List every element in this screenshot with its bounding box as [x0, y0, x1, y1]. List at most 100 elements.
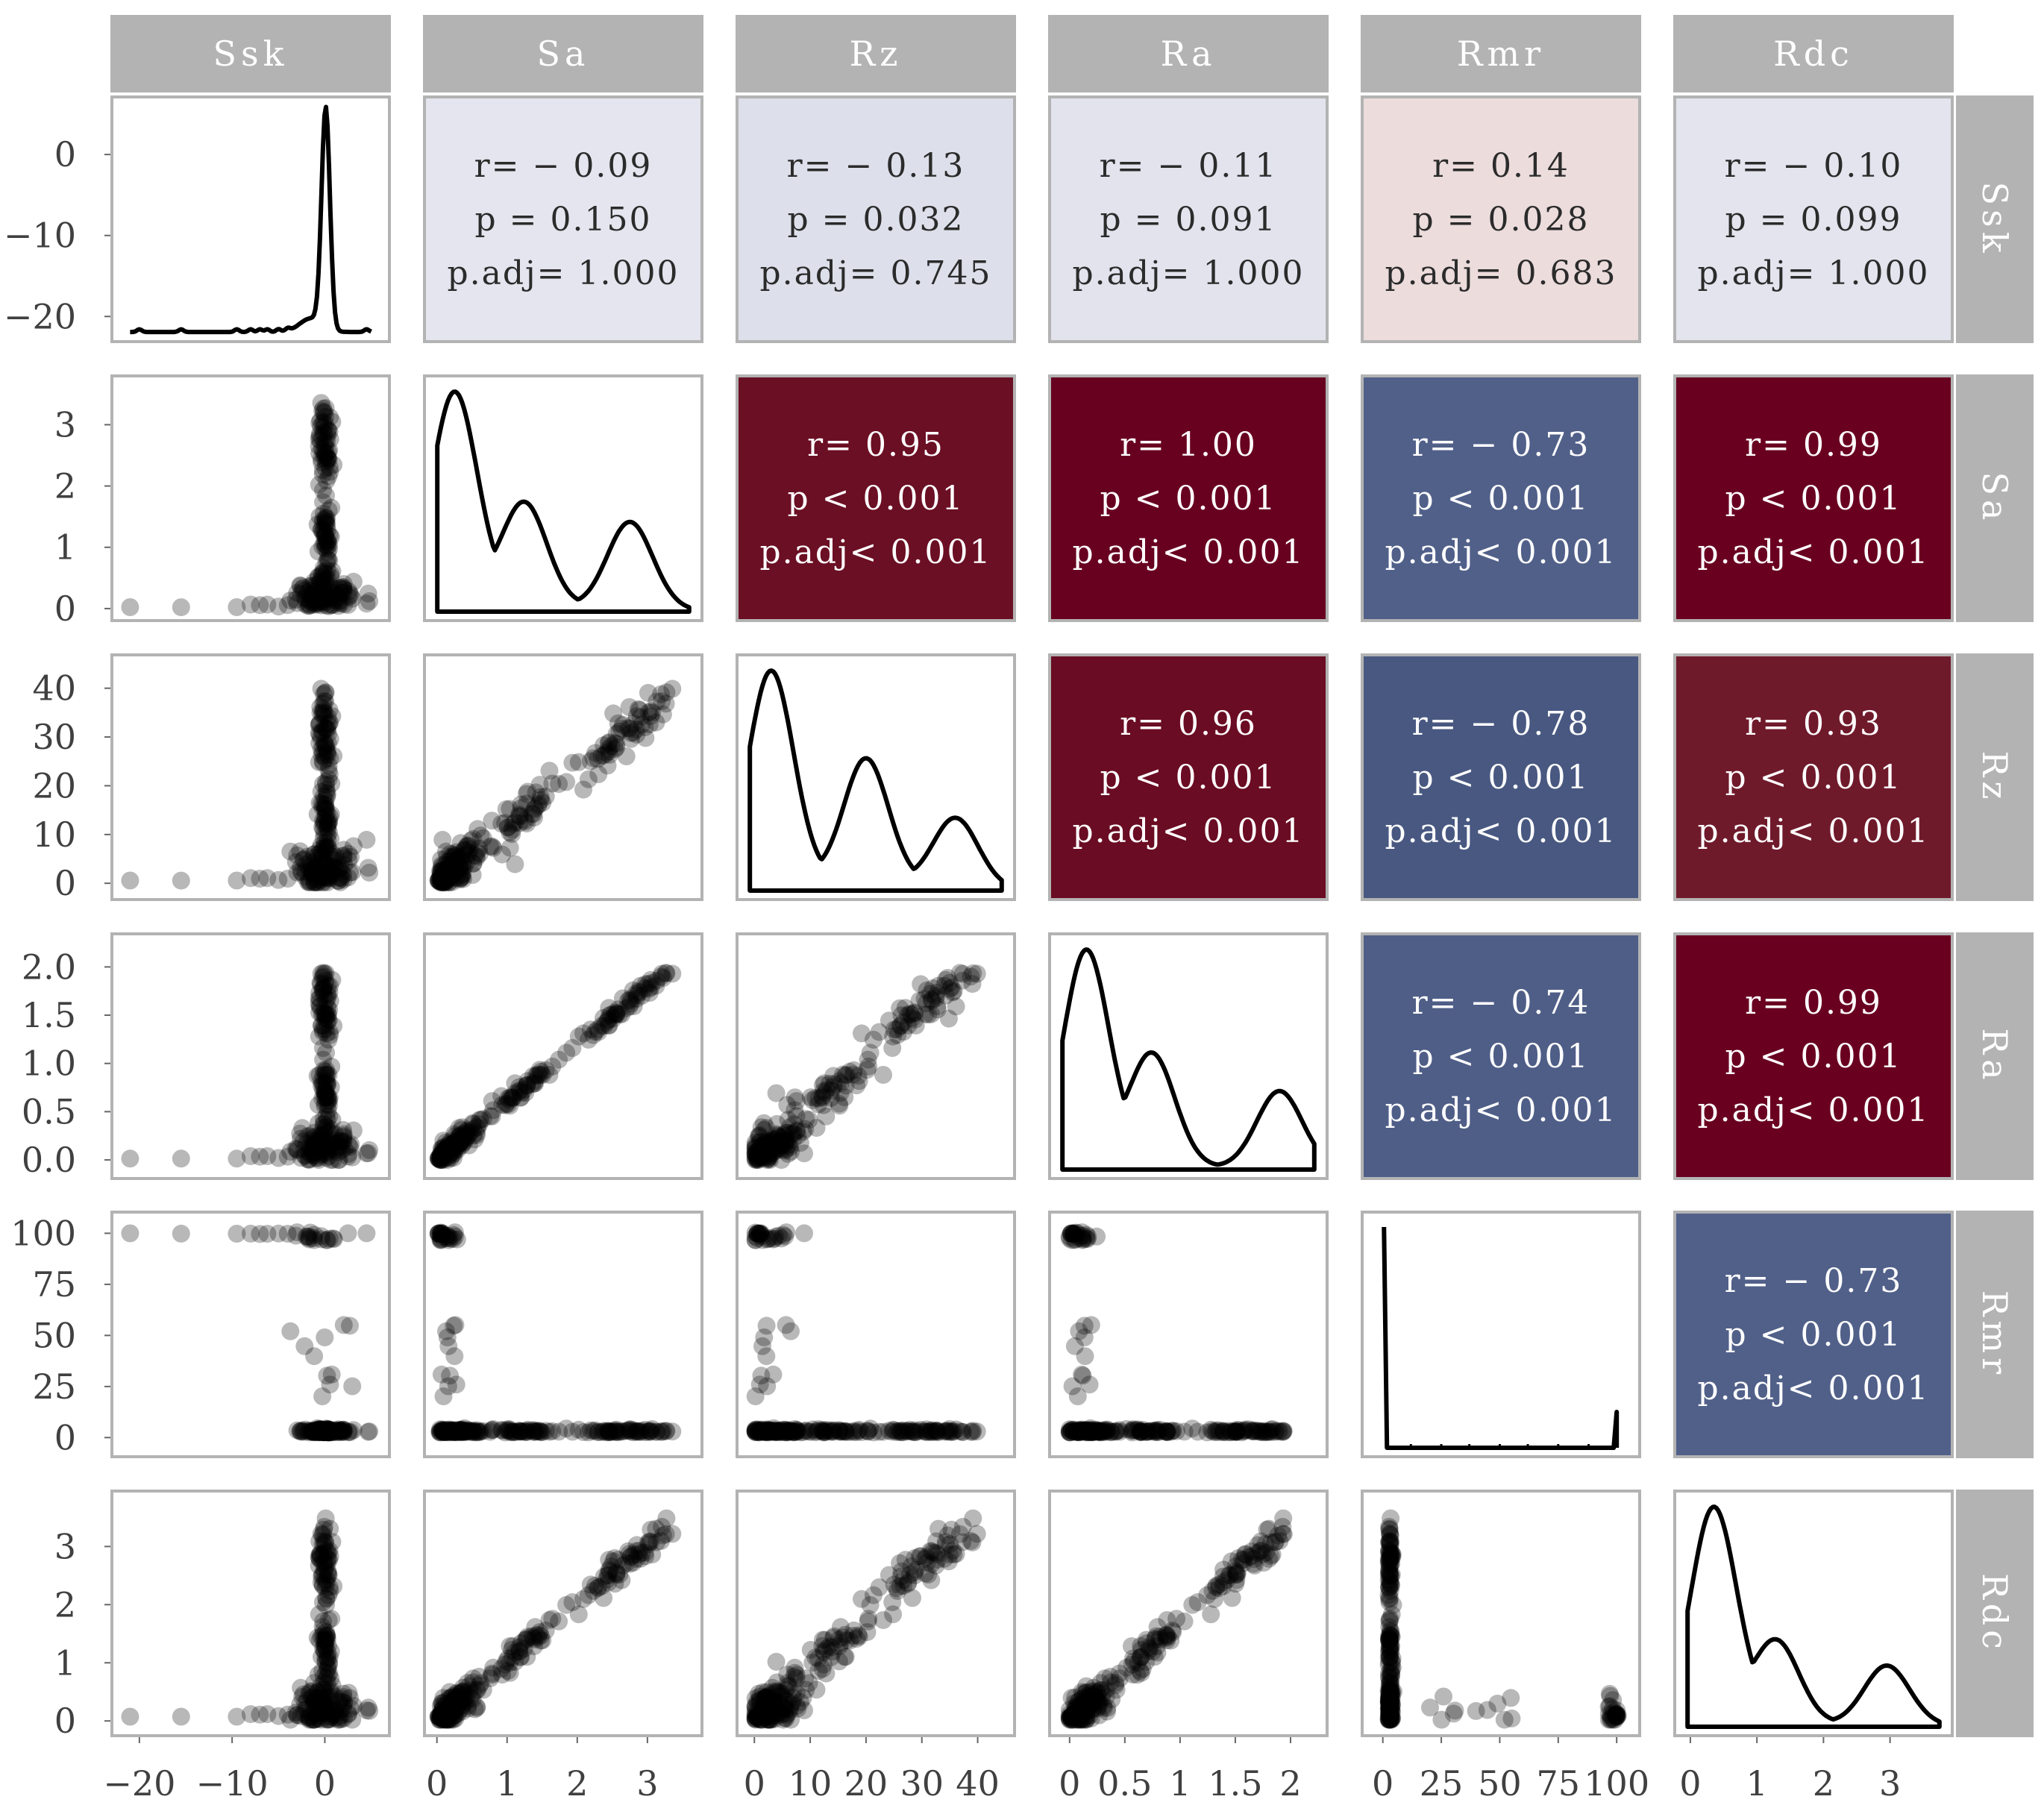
scatter-point [322, 1120, 340, 1138]
scatter-point [322, 867, 339, 885]
scatter-point [1380, 1571, 1399, 1590]
scatter-point [334, 849, 353, 867]
scatter-point [315, 747, 333, 765]
scatter-point [298, 1150, 317, 1169]
scatter-point [636, 975, 655, 994]
scatter-point [335, 856, 354, 874]
scatter-point [318, 561, 336, 580]
scatter-point [315, 1136, 333, 1155]
scatter-point [460, 840, 479, 859]
scatter-point [321, 869, 339, 888]
x-tick-label-rz: 30 [900, 1763, 944, 1804]
scatter-point [317, 1005, 336, 1024]
scatter-point [121, 598, 139, 616]
scatter-point [331, 858, 350, 876]
scatter-point [633, 715, 651, 734]
scatter-point [313, 1023, 332, 1041]
scatter-point [326, 591, 345, 609]
scatter-point [526, 1074, 545, 1093]
scatter-point [319, 467, 338, 486]
correlation-p-label: p = 0.032 [788, 201, 965, 239]
scatter-point [320, 1088, 339, 1107]
scatter-point [329, 871, 348, 890]
scatter-point [316, 536, 335, 554]
correlation-p-adj-label: p.adj< 0.001 [1385, 1091, 1617, 1129]
scatter-point [342, 847, 360, 866]
scatter-point [326, 1132, 345, 1150]
scatter-point [434, 864, 453, 883]
scatter-point [312, 591, 330, 610]
row-strip-rdc [1956, 1490, 2034, 1737]
correlation-p-adj-label: p.adj< 0.001 [1072, 533, 1304, 571]
scatter-point [311, 997, 330, 1016]
scatter-point [315, 814, 333, 832]
scatter-point [121, 1707, 139, 1726]
scatter-point [501, 838, 519, 857]
scatter-point [313, 1134, 331, 1152]
scatter-point [440, 863, 459, 882]
scatter-point [434, 860, 453, 879]
y-tick-label-rz: 40 [32, 668, 76, 709]
scatter-point [307, 873, 326, 891]
scatter-point [533, 1066, 552, 1085]
scatter-point [318, 521, 336, 539]
scatter-point [319, 815, 337, 833]
scatter-point [313, 1139, 331, 1158]
scatter-point [310, 413, 329, 432]
scatter-point [439, 1146, 458, 1164]
scatter-point [313, 579, 332, 597]
scatter-point [319, 533, 337, 552]
x-tick-label-rmr: 50 [1478, 1763, 1522, 1804]
scatter-point [316, 1137, 334, 1156]
scatter-point [642, 707, 660, 726]
y-tick-label-ra: 0.5 [22, 1091, 76, 1132]
scatter-point [451, 1127, 469, 1145]
scatter-point [313, 863, 331, 882]
scatter-point [313, 577, 331, 595]
panel-rdc-ssk [110, 1490, 391, 1737]
scatter-point [317, 596, 336, 615]
scatter-point [334, 847, 353, 865]
scatter-point [496, 814, 515, 832]
scatter-point [328, 1139, 347, 1158]
scatter-point [302, 1140, 321, 1159]
panel-sa-sa [423, 374, 703, 622]
scatter-point [458, 837, 477, 856]
scatter-point [639, 683, 657, 702]
scatter-point [927, 1532, 946, 1551]
scatter-point [1252, 1422, 1270, 1440]
scatter-point [441, 862, 460, 880]
scatter-point [228, 598, 246, 616]
scatter-point [531, 791, 550, 809]
scatter-point [1075, 1317, 1094, 1335]
scatter-point [640, 984, 659, 1002]
scatter-point [298, 583, 316, 602]
scatter-point [333, 1132, 352, 1151]
scatter-point [630, 701, 649, 719]
scatter-point [1227, 1422, 1246, 1441]
scatter-point [310, 870, 328, 889]
scatter-point [492, 1087, 511, 1105]
scatter-point [319, 976, 337, 995]
scatter-point [319, 551, 337, 570]
y-tick-label-rdc: 0 [54, 1701, 76, 1741]
scatter-point [320, 536, 338, 554]
scatter-point [624, 981, 642, 999]
correlation-p-adj-label: p.adj= 0.683 [1385, 254, 1617, 292]
scatter-point [444, 862, 463, 881]
scatter-point [864, 1586, 883, 1604]
scatter-point [503, 825, 521, 844]
scatter-point [631, 708, 650, 727]
scatter-point [503, 820, 521, 839]
scatter-point [316, 415, 334, 433]
scatter-point [320, 441, 339, 459]
scatter-point [589, 765, 608, 783]
scatter-point [439, 856, 458, 874]
y-tick-label-sa: 3 [54, 404, 76, 445]
scatter-point [318, 1118, 336, 1137]
scatter-point [339, 1136, 358, 1155]
scatter-point [313, 746, 331, 765]
scatter-point [462, 832, 480, 850]
scatter-point [319, 813, 337, 832]
panel-ssk-rz: r= − 0.13 p = 0.032 p.adj= 0.745 [736, 95, 1016, 343]
